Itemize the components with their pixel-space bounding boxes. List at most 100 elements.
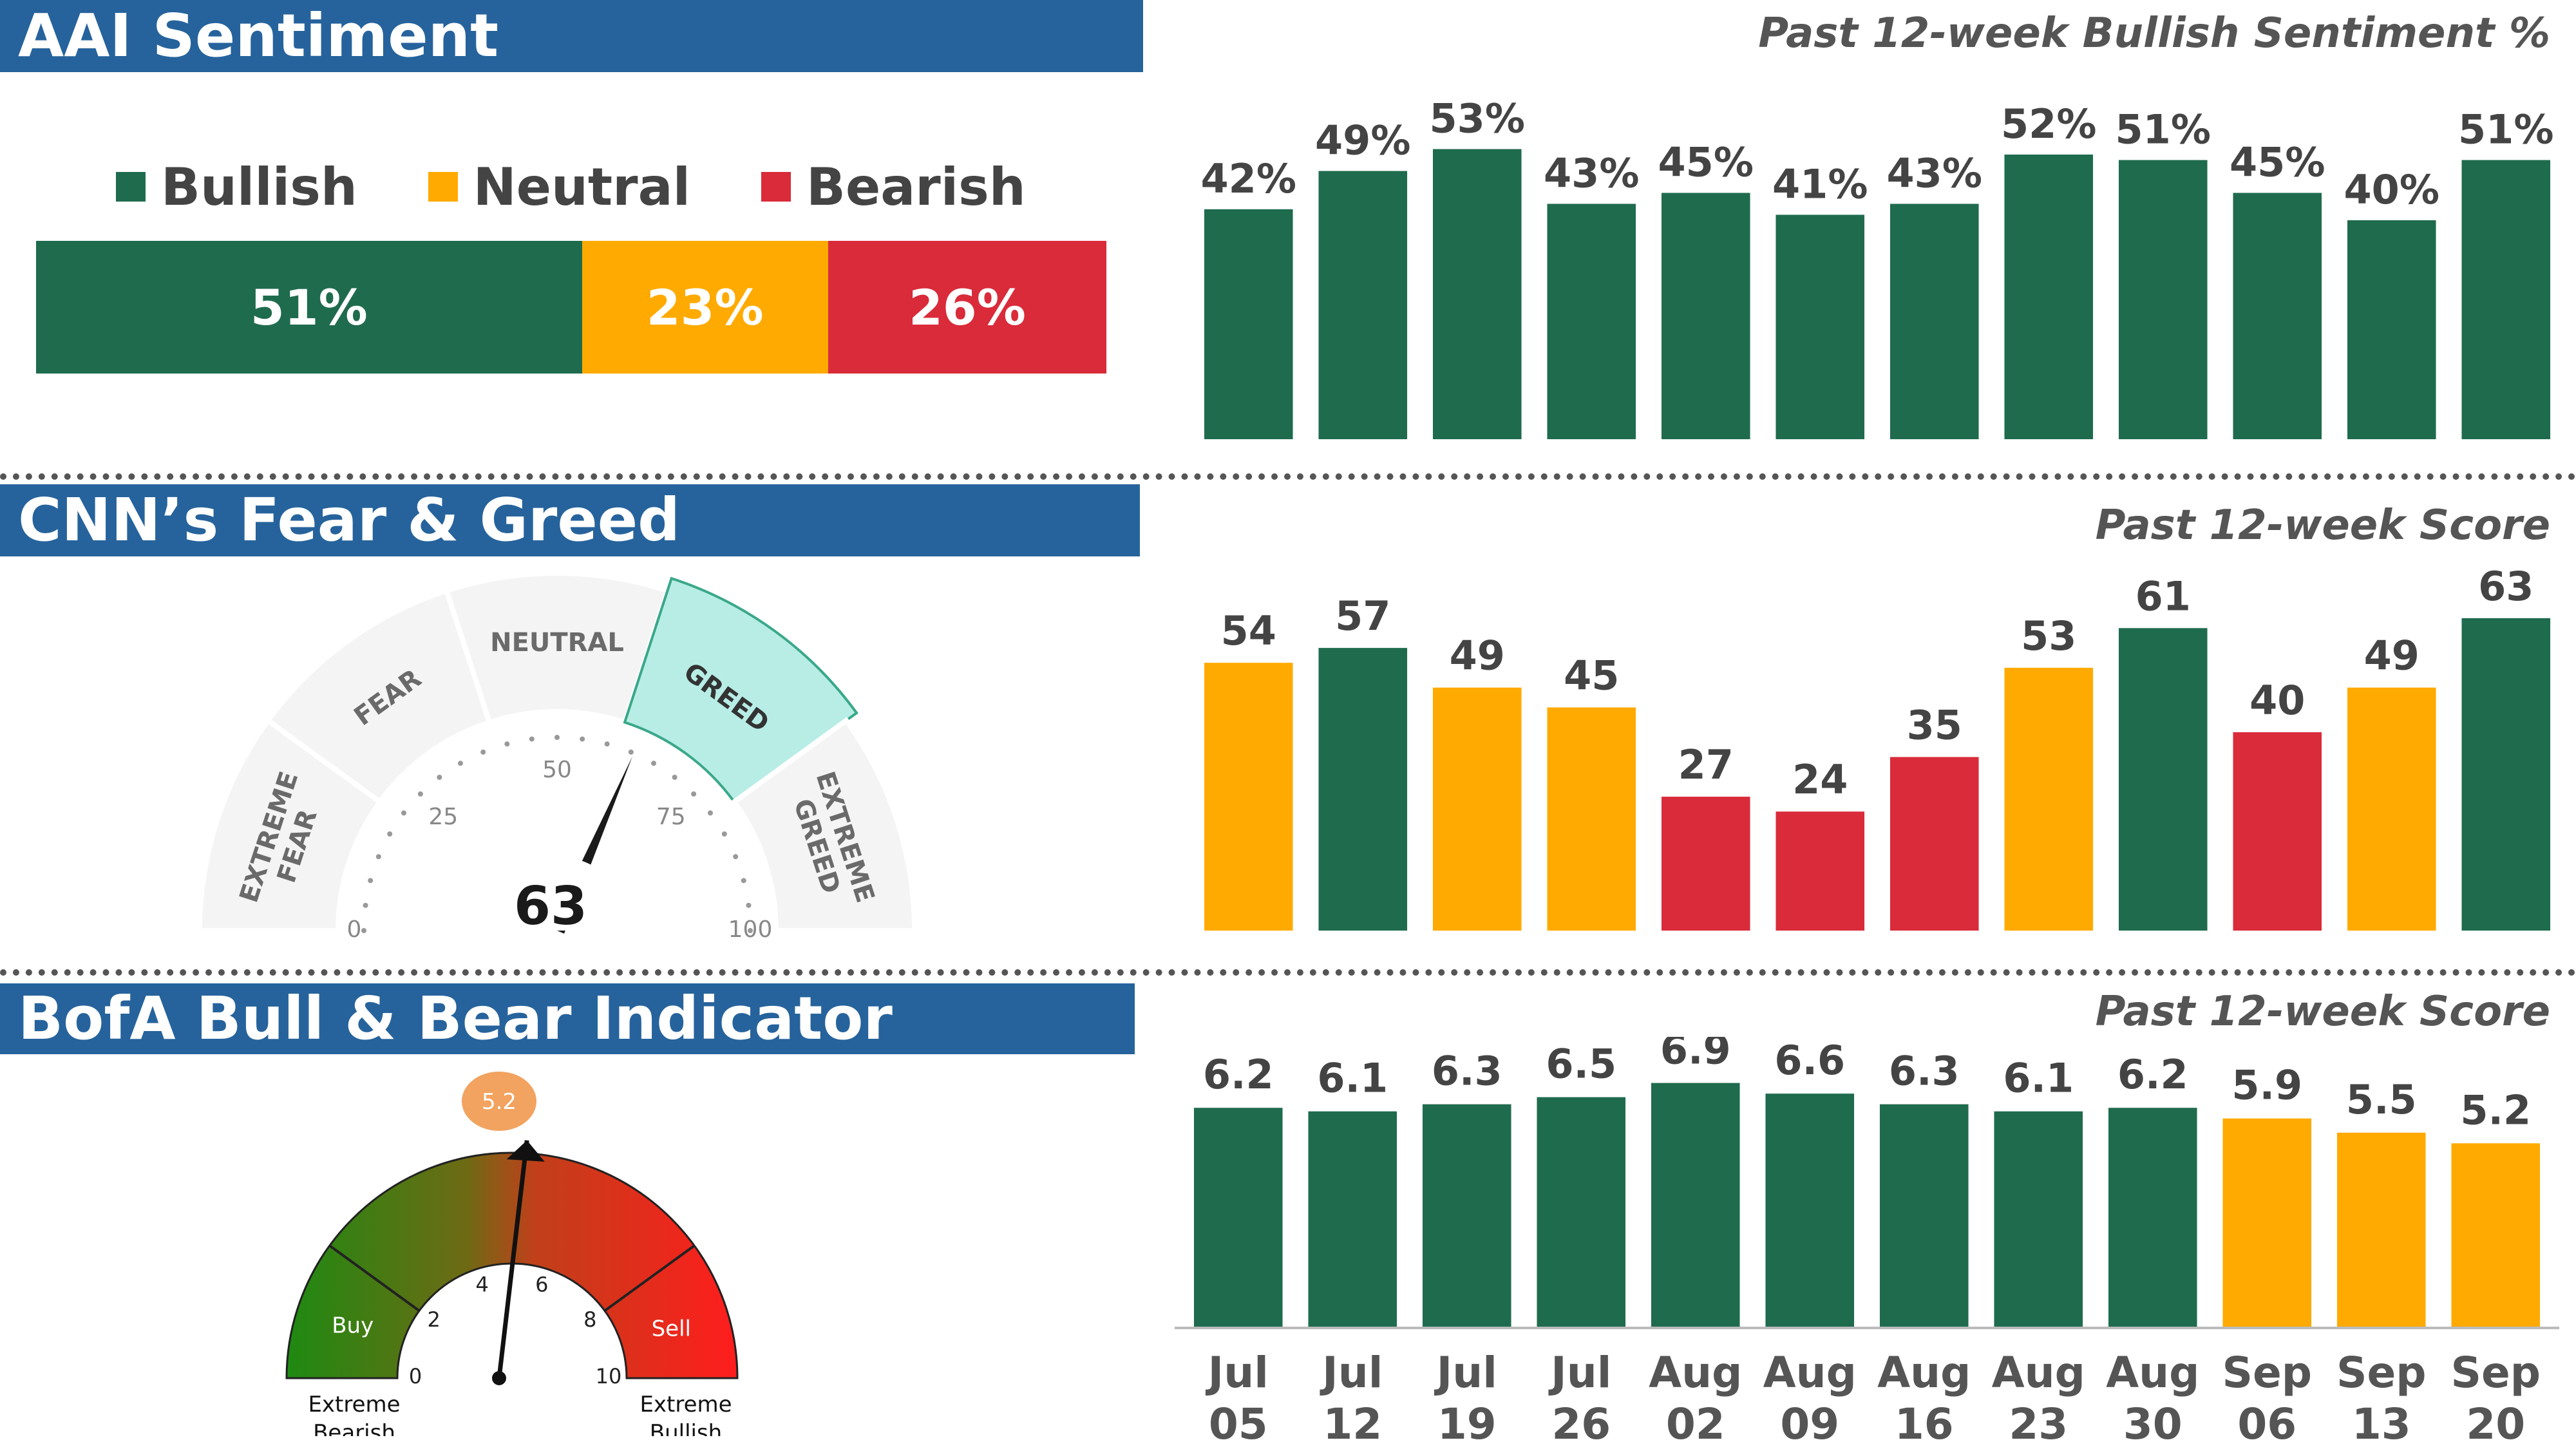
x-tick-label-day-0: 05 bbox=[1209, 1399, 1268, 1449]
gauge-zone-label: NEUTRAL bbox=[490, 628, 624, 658]
gauge-tick-dot bbox=[651, 761, 656, 766]
aaii-current-stacked-bar: 51% 23% 26% bbox=[36, 241, 1106, 374]
bar-10 bbox=[2347, 687, 2436, 931]
x-tick-label-month-10: Sep bbox=[2336, 1348, 2427, 1397]
gauge-tick-dot bbox=[480, 749, 486, 755]
gauge-tick-dot bbox=[375, 854, 381, 860]
legend-label-bullish: Bullish bbox=[161, 156, 357, 217]
section-divider-2 bbox=[0, 969, 2576, 976]
legend-swatch-bullish bbox=[116, 172, 146, 202]
bull-bear-gauge: Buy Sell 0 2 4 6 8 10 Extreme Bearish Extreme Bulli… bbox=[285, 1072, 739, 1436]
gauge-tick-dot bbox=[437, 774, 442, 780]
gauge-tick-label: 8 bbox=[583, 1307, 596, 1332]
gauge-needle-hub bbox=[492, 1371, 506, 1385]
bar-11 bbox=[2461, 618, 2551, 931]
bar-value-label-1: 57 bbox=[1335, 592, 1390, 639]
gauge-tick-dot bbox=[741, 878, 746, 884]
bar-value-label-4: 27 bbox=[1678, 741, 1734, 788]
gauge-value-bubble bbox=[483, 857, 631, 931]
bofa-section-title: BofA Bull & Bear Indicator bbox=[0, 983, 1135, 1054]
gauge-zone-divider bbox=[328, 1244, 421, 1312]
bar-value-label-4: 6.9 bbox=[1660, 1037, 1731, 1074]
gauge-left-label: Extreme bbox=[308, 1392, 400, 1417]
x-tick-label-day-6: 16 bbox=[1895, 1399, 1954, 1449]
x-tick-label-month-6: Aug bbox=[1877, 1348, 1971, 1397]
gauge-tick-dot bbox=[672, 774, 677, 780]
gauge-tick-dot bbox=[733, 854, 739, 860]
gauge-needle-arrowhead bbox=[506, 1140, 545, 1162]
gauge-tick-dot bbox=[401, 810, 406, 816]
bar-value-label-10: 5.5 bbox=[2346, 1076, 2417, 1123]
bar-6 bbox=[1889, 757, 1979, 931]
gauge-tick-dot bbox=[417, 791, 423, 797]
stacked-segment-bearish: 26% bbox=[828, 241, 1106, 374]
gauge-sell-label: Sell bbox=[652, 1316, 691, 1342]
bar-value-label-5: 6.6 bbox=[1774, 1037, 1845, 1084]
gauge-inner-dial bbox=[364, 737, 750, 931]
gauge-tick-dot bbox=[504, 741, 510, 747]
bar-7 bbox=[1994, 1111, 2083, 1328]
bar-4 bbox=[1661, 193, 1750, 439]
aaii-legend: Bullish Neutral Bearish bbox=[116, 155, 1097, 219]
x-tick-label-month-0: Jul bbox=[1206, 1348, 1269, 1397]
bar-10 bbox=[2347, 220, 2436, 439]
gauge-tick-label: 50 bbox=[542, 757, 572, 783]
bar-0 bbox=[1204, 663, 1293, 931]
bar-value-label-8: 51% bbox=[2116, 106, 2211, 153]
x-tick-label-month-7: Aug bbox=[1992, 1348, 2085, 1397]
gauge-left-label: Bearish bbox=[313, 1420, 395, 1436]
gauge-tick-dot bbox=[387, 831, 393, 837]
x-tick-label-month-9: Sep bbox=[2222, 1348, 2312, 1397]
legend-swatch-bearish bbox=[761, 172, 791, 202]
bull-bear-bar-chart: 6.2Jul056.1Jul126.3Jul196.5Jul266.9Aug02… bbox=[1175, 1037, 2559, 1449]
bar-value-label-6: 35 bbox=[1907, 702, 1962, 749]
stacked-segment-label: 26% bbox=[908, 278, 1026, 336]
legend-label-bearish: Bearish bbox=[806, 156, 1026, 217]
bar-10 bbox=[2336, 1132, 2426, 1328]
bar-1 bbox=[1318, 171, 1408, 439]
legend-label-neutral: Neutral bbox=[473, 156, 691, 217]
gauge-tick-label: 25 bbox=[428, 804, 458, 830]
gauge-needle bbox=[497, 1140, 529, 1379]
gauge-tick-label: 0 bbox=[347, 916, 362, 943]
gauge-tick-dot bbox=[361, 928, 366, 933]
gauge-tick-dot bbox=[691, 791, 697, 797]
bar-6 bbox=[1879, 1104, 1969, 1328]
fear-greed-gauge: EXTREMEFEARFEARNEUTRALGREEDEXTREMEGREED0… bbox=[196, 571, 918, 943]
bar-value-label-4: 45% bbox=[1658, 139, 1754, 186]
x-tick-label-month-2: Jul bbox=[1434, 1348, 1497, 1397]
bar-value-label-2: 53% bbox=[1430, 95, 1525, 142]
x-tick-label-month-4: Aug bbox=[1649, 1348, 1742, 1397]
bar-1 bbox=[1318, 648, 1408, 931]
gauge-tick-dot bbox=[628, 749, 634, 755]
bar-value-label-0: 54 bbox=[1221, 607, 1276, 654]
x-tick-label-day-7: 23 bbox=[2009, 1399, 2068, 1449]
bar-value-label-8: 61 bbox=[2136, 573, 2191, 620]
bar-5 bbox=[1765, 1094, 1855, 1328]
gauge-value-label: 5.2 bbox=[482, 1089, 516, 1115]
bar-value-label-9: 5.9 bbox=[2231, 1062, 2302, 1109]
gauge-buy-label: Buy bbox=[332, 1313, 374, 1339]
gauge-tick-dot bbox=[721, 831, 727, 837]
gauge-tick-dot bbox=[708, 810, 714, 816]
x-tick-label-day-4: 02 bbox=[1666, 1399, 1725, 1449]
x-tick-label-day-1: 12 bbox=[1323, 1399, 1382, 1449]
bar-3 bbox=[1547, 707, 1636, 931]
bar-value-label-3: 6.5 bbox=[1546, 1041, 1616, 1088]
bar-value-label-5: 24 bbox=[1792, 756, 1848, 803]
bar-11 bbox=[2451, 1143, 2541, 1328]
x-tick-label-month-11: Sep bbox=[2450, 1348, 2541, 1397]
bar-2 bbox=[1432, 687, 1522, 931]
bar-9 bbox=[2233, 732, 2322, 931]
x-tick-label-day-9: 06 bbox=[2237, 1399, 2297, 1449]
bar-2 bbox=[1422, 1104, 1511, 1328]
bar-8 bbox=[2118, 628, 2208, 931]
gauge-tick-dot bbox=[580, 736, 585, 742]
gauge-value-label: 63 bbox=[514, 876, 587, 937]
bofa-chart-subtitle: Past 12-week Score bbox=[2095, 988, 2550, 1036]
bar-value-label-7: 6.1 bbox=[2003, 1055, 2074, 1102]
x-tick-label-day-11: 20 bbox=[2466, 1399, 2525, 1449]
bar-8 bbox=[2108, 1108, 2197, 1328]
bar-5 bbox=[1776, 214, 1865, 439]
cnn-chart-subtitle: Past 12-week Score bbox=[2095, 502, 2550, 549]
